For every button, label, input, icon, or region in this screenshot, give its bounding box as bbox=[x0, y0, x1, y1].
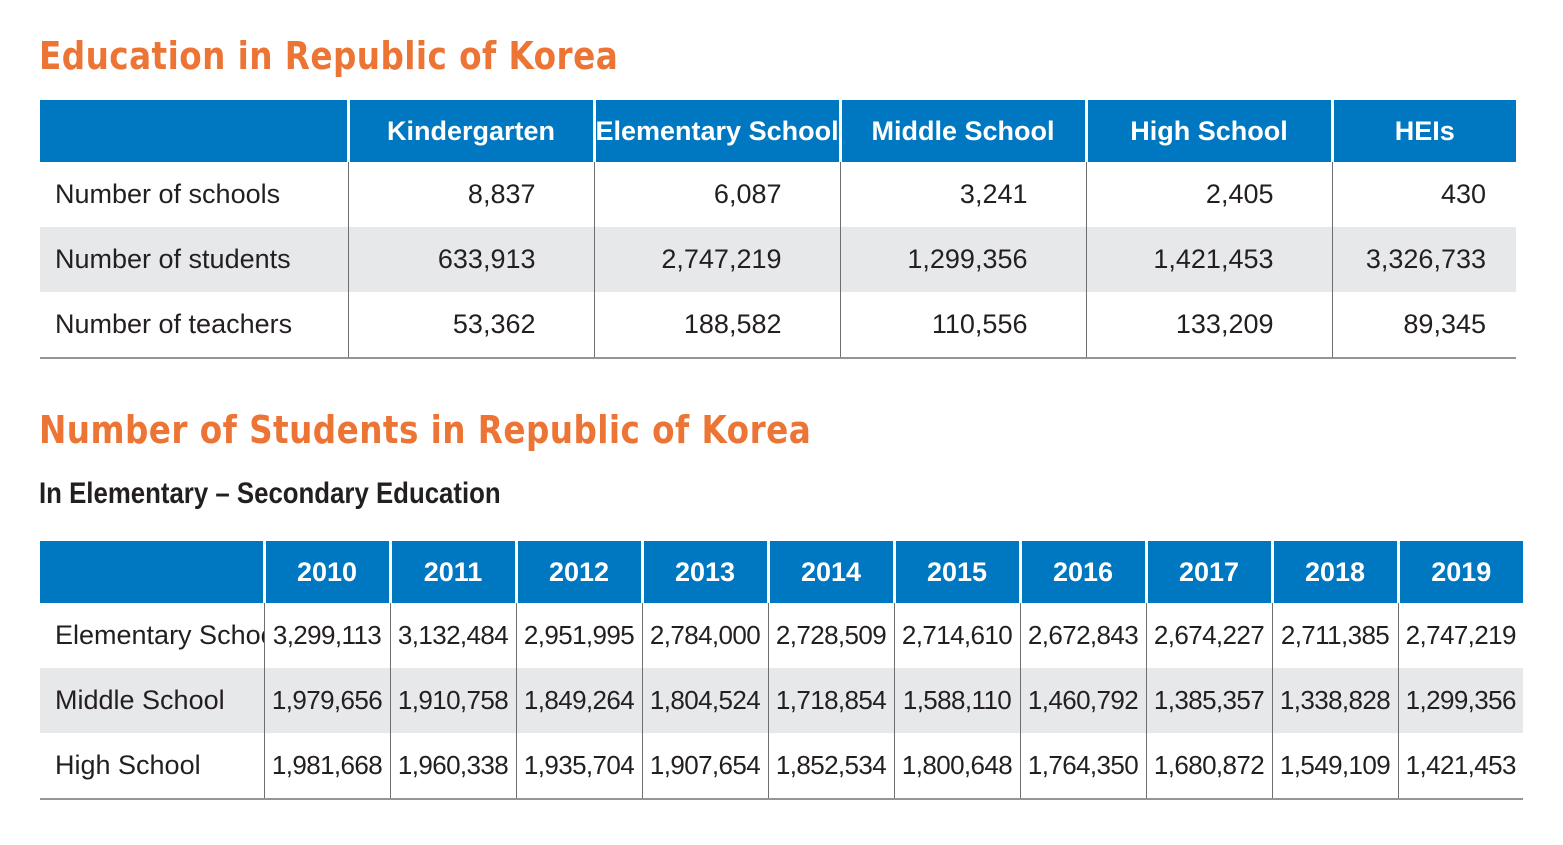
row-label: High School bbox=[40, 733, 264, 800]
column-header: HEIs bbox=[1330, 100, 1516, 162]
header-empty-cell bbox=[40, 541, 264, 603]
table-cell: 2,672,843 bbox=[1019, 603, 1146, 668]
table-cell: 2,674,227 bbox=[1145, 603, 1272, 668]
table-cell: 1,852,534 bbox=[767, 733, 894, 800]
column-header: 2010 bbox=[262, 541, 390, 603]
table-header-row: Kindergarten Elementary School Middle Sc… bbox=[40, 100, 1516, 162]
students-title: Number of Students in Republic of Korea bbox=[39, 408, 812, 452]
students-subtitle: In Elementary – Secondary Education bbox=[39, 477, 501, 510]
table-cell: 1,804,524 bbox=[641, 668, 768, 733]
table-cell: 633,913 bbox=[347, 227, 594, 292]
column-header: 2015 bbox=[892, 541, 1020, 603]
table-cell: 3,326,733 bbox=[1331, 227, 1516, 292]
column-header: 2011 bbox=[388, 541, 516, 603]
table-cell: 53,362 bbox=[347, 292, 594, 359]
row-label: Elementary School bbox=[55, 620, 264, 650]
table-cell: 3,132,484 bbox=[389, 603, 516, 668]
table-row: Middle School 1,979,656 1,910,758 1,849,… bbox=[40, 668, 1523, 733]
row-label: Number of students bbox=[40, 227, 348, 292]
table-cell: 1,960,338 bbox=[389, 733, 516, 800]
education-table: Kindergarten Elementary School Middle Sc… bbox=[40, 100, 1516, 359]
table-cell: 89,345 bbox=[1331, 292, 1516, 359]
column-header: Kindergarten bbox=[346, 100, 594, 162]
table-cell: 2,747,219 bbox=[593, 227, 840, 292]
table-cell: 1,299,356 bbox=[839, 227, 1086, 292]
column-header: High School bbox=[1084, 100, 1332, 162]
table-cell: 1,421,453 bbox=[1085, 227, 1332, 292]
table-cell: 2,728,509 bbox=[767, 603, 894, 668]
table-cell: 2,951,995 bbox=[515, 603, 642, 668]
table-cell: 1,588,110 bbox=[893, 668, 1020, 733]
column-header: 2017 bbox=[1144, 541, 1272, 603]
table-row: Elementary School 3,299,113 3,132,484 2,… bbox=[40, 603, 1523, 668]
table-cell: 2,711,385 bbox=[1271, 603, 1398, 668]
table-cell: 1,718,854 bbox=[767, 668, 894, 733]
column-header: 2012 bbox=[514, 541, 642, 603]
table-cell: 2,784,000 bbox=[641, 603, 768, 668]
table-cell: 1,680,872 bbox=[1145, 733, 1272, 800]
table-cell: 1,764,350 bbox=[1019, 733, 1146, 800]
table-cell: 1,979,656 bbox=[263, 668, 390, 733]
header-empty-cell bbox=[40, 100, 348, 162]
table-cell: 430 bbox=[1331, 162, 1516, 227]
table-cell: 188,582 bbox=[593, 292, 840, 359]
table-cell: 3,299,113 bbox=[263, 603, 390, 668]
table-cell: 6,087 bbox=[593, 162, 840, 227]
table-row: Number of students 633,913 2,747,219 1,2… bbox=[40, 227, 1516, 292]
students-table: 2010 2011 2012 2013 2014 2015 2016 2017 … bbox=[40, 541, 1523, 800]
table-cell: 1,981,668 bbox=[263, 733, 390, 800]
row-label: Number of teachers bbox=[40, 292, 348, 359]
education-title: Education in Republic of Korea bbox=[39, 34, 619, 78]
column-header: 2018 bbox=[1270, 541, 1398, 603]
table-cell: 133,209 bbox=[1085, 292, 1332, 359]
row-label: Number of schools bbox=[55, 179, 281, 209]
column-header: Middle School bbox=[838, 100, 1086, 162]
table-header-row: 2010 2011 2012 2013 2014 2015 2016 2017 … bbox=[40, 541, 1523, 603]
table-cell: 110,556 bbox=[839, 292, 1086, 359]
table-cell: 1,800,648 bbox=[893, 733, 1020, 800]
table-cell: 1,460,792 bbox=[1019, 668, 1146, 733]
table-cell: 1,299,356 bbox=[1397, 668, 1523, 733]
column-header: 2019 bbox=[1396, 541, 1523, 603]
table-cell: 1,338,828 bbox=[1271, 668, 1398, 733]
table-cell: 1,549,109 bbox=[1271, 733, 1398, 800]
table-cell: 2,405 bbox=[1085, 162, 1332, 227]
table-cell: 1,385,357 bbox=[1145, 668, 1272, 733]
table-cell: 1,421,453 bbox=[1397, 733, 1523, 800]
table-cell: 1,907,654 bbox=[641, 733, 768, 800]
column-header: Elementary School bbox=[592, 100, 840, 162]
table-cell: 2,747,219 bbox=[1397, 603, 1523, 668]
table-cell: 8,837 bbox=[347, 162, 594, 227]
table-cell: 1,849,264 bbox=[515, 668, 642, 733]
column-header: 2014 bbox=[766, 541, 894, 603]
table-row: Number of schools 8,837 6,087 3,241 2,40… bbox=[40, 162, 1516, 227]
column-header: 2013 bbox=[640, 541, 768, 603]
table-row: Number of teachers 53,362 188,582 110,55… bbox=[40, 292, 1516, 359]
table-cell: 1,935,704 bbox=[515, 733, 642, 800]
table-cell: 2,714,610 bbox=[893, 603, 1020, 668]
table-cell: 1,910,758 bbox=[389, 668, 516, 733]
table-row: High School 1,981,668 1,960,338 1,935,70… bbox=[40, 733, 1523, 800]
column-header: 2016 bbox=[1018, 541, 1146, 603]
table-cell: 3,241 bbox=[839, 162, 1086, 227]
row-label: Middle School bbox=[40, 668, 264, 733]
